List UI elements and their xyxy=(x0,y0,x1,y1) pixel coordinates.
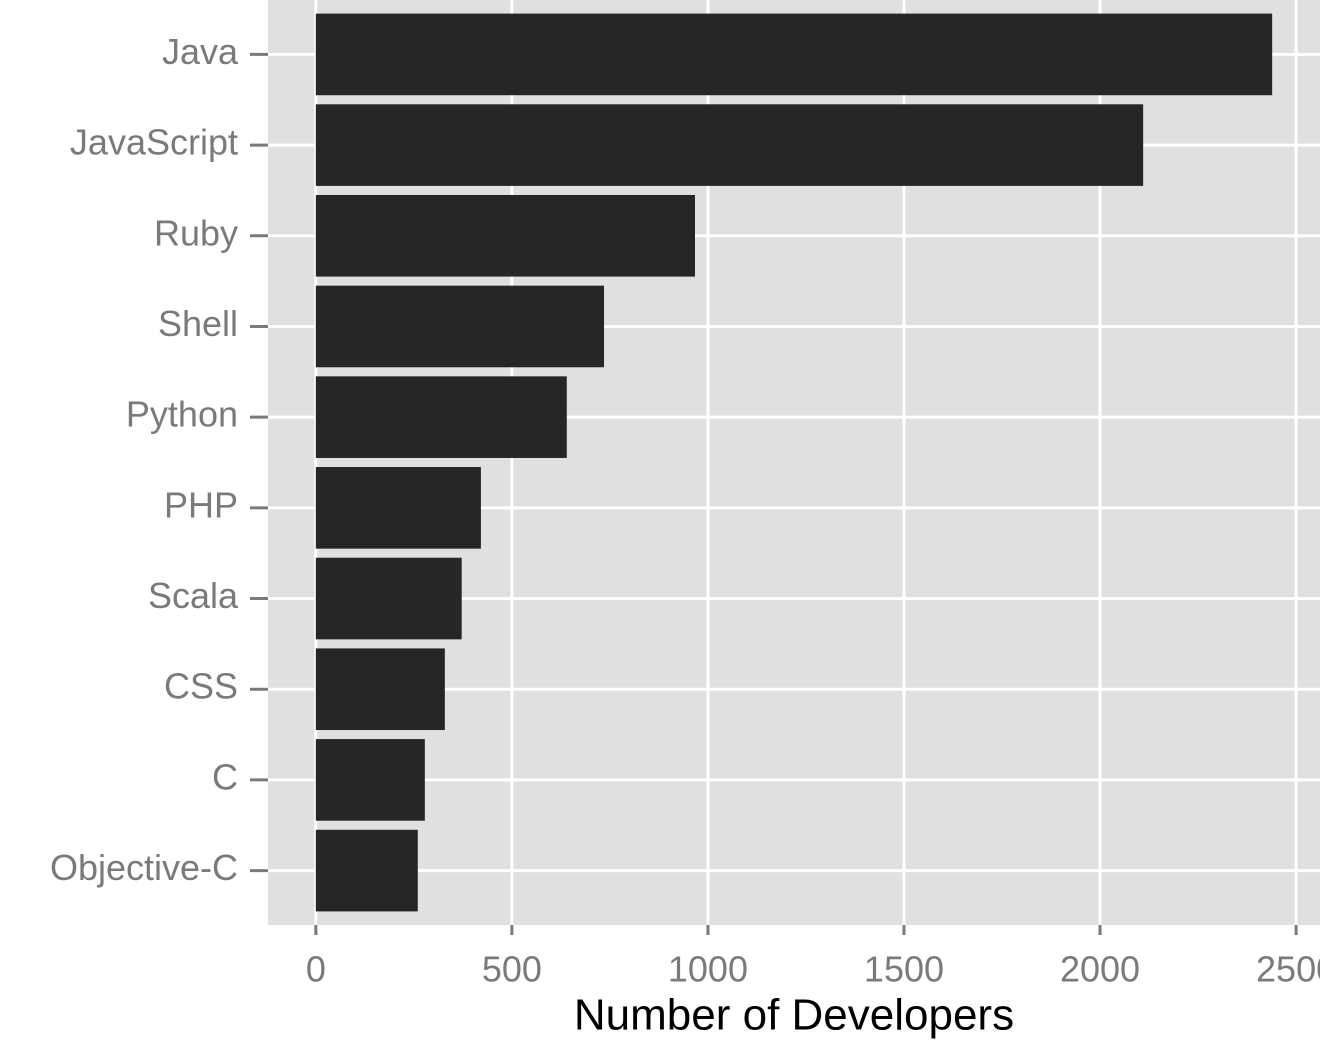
bar xyxy=(315,104,1144,186)
x-tick-label: 0 xyxy=(306,949,326,990)
y-tick-label: Ruby xyxy=(154,212,238,253)
y-tick-label: Scala xyxy=(148,575,239,616)
bar xyxy=(315,739,425,821)
y-tick-label: C xyxy=(212,756,238,797)
x-tick-label: 500 xyxy=(482,949,542,990)
bar xyxy=(315,13,1273,96)
bar xyxy=(315,557,462,640)
bar xyxy=(315,829,418,912)
x-tick-label: 2500 xyxy=(1256,949,1320,990)
y-tick-label: JavaScript xyxy=(70,122,238,163)
bar xyxy=(315,376,567,458)
y-tick-label: CSS xyxy=(164,666,238,707)
bar xyxy=(315,194,695,277)
bar xyxy=(315,648,445,731)
x-tick-label: 1500 xyxy=(864,949,944,990)
bar xyxy=(315,467,481,549)
y-tick-label: Java xyxy=(162,31,239,72)
y-tick-label: Python xyxy=(126,394,238,435)
x-tick-label: 2000 xyxy=(1060,949,1140,990)
y-tick-label: PHP xyxy=(164,484,238,525)
x-axis-title: Number of Developers xyxy=(574,991,1014,1040)
y-tick-label: Objective-C xyxy=(50,847,238,888)
x-tick-label: 1000 xyxy=(668,949,748,990)
bar xyxy=(315,285,605,368)
y-tick-label: Shell xyxy=(158,303,238,344)
